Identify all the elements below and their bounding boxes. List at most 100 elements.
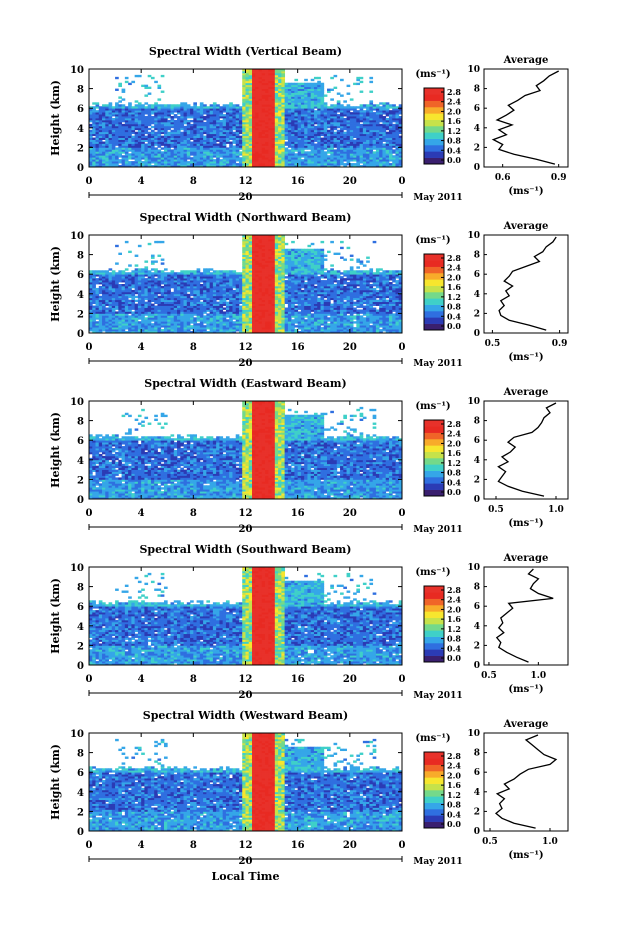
heatmap-cell — [225, 153, 230, 156]
heatmap-cell — [291, 88, 295, 91]
heatmap-cell — [89, 309, 93, 312]
heatmap-cell — [193, 270, 197, 273]
heatmap-cell — [271, 90, 276, 93]
heatmap-cell — [124, 80, 129, 84]
heatmap-cell — [252, 72, 256, 76]
heatmap-cell — [102, 112, 106, 115]
heatmap-cell — [186, 145, 191, 148]
heatmap-cell — [222, 151, 227, 154]
heatmap-cell — [320, 165, 325, 168]
heatmap-cell — [203, 127, 207, 131]
heatmap-cell — [190, 159, 194, 162]
heatmap-cell — [235, 153, 240, 156]
heatmap-cell — [291, 104, 295, 107]
heatmap-cell — [115, 287, 119, 291]
heatmap-cell — [366, 129, 370, 133]
heatmap-cell — [395, 163, 400, 166]
heatmap-cell — [203, 149, 207, 152]
heatmap-cell — [278, 141, 282, 144]
heatmap-cell — [111, 278, 116, 281]
heatmap-cell — [229, 331, 233, 334]
heatmap-cell — [196, 145, 201, 148]
heatmap-cell — [366, 106, 370, 109]
heatmap-cell — [382, 123, 387, 127]
heatmap-cell — [206, 323, 211, 326]
heatmap-cell — [160, 276, 165, 279]
heatmap-cell — [121, 301, 126, 304]
heatmap-cell — [160, 139, 165, 142]
heatmap-cell — [225, 325, 230, 328]
heatmap-cell — [284, 137, 289, 140]
heatmap-cell — [382, 125, 387, 129]
heatmap-cell — [160, 116, 165, 119]
heatmap-cell — [154, 307, 158, 310]
heatmap-cell — [398, 165, 403, 168]
heatmap-cell — [248, 98, 253, 101]
heatmap-cell — [89, 165, 93, 168]
heatmap-cell — [124, 289, 129, 293]
heatmap-cell — [206, 278, 211, 281]
heatmap-cell — [265, 78, 269, 82]
heatmap-cell — [203, 143, 207, 146]
heatmap-cell — [242, 161, 246, 164]
heatmap-cell — [398, 131, 403, 135]
heatmap-cell — [105, 325, 109, 328]
heatmap-cell — [388, 163, 393, 166]
heatmap-cell — [212, 163, 217, 166]
heatmap-cell — [108, 299, 113, 303]
heatmap-cell — [124, 161, 129, 164]
heatmap-cell — [167, 114, 171, 117]
heatmap-cell — [160, 129, 165, 133]
heatmap-cell — [346, 84, 351, 88]
heatmap-cell — [219, 114, 224, 117]
heatmap-cell — [154, 110, 158, 113]
heatmap-cell — [134, 280, 139, 283]
heatmap-cell — [395, 139, 400, 142]
heatmap-cell — [284, 88, 289, 91]
heatmap-cell — [92, 153, 96, 156]
heatmap-cell — [340, 139, 344, 142]
colorbar-segment — [424, 145, 444, 152]
heatmap-cell — [206, 141, 211, 144]
heatmap-cell — [108, 280, 113, 283]
heatmap-cell — [242, 139, 246, 142]
heatmap-cell — [160, 106, 165, 109]
heatmap-cell — [235, 159, 240, 162]
heatmap-cell — [346, 125, 351, 129]
heatmap-cell — [108, 313, 113, 316]
heatmap-cell — [173, 282, 178, 285]
heatmap-cell — [183, 125, 188, 129]
heatmap-cell — [147, 108, 152, 111]
heatmap-cell — [163, 118, 168, 121]
heatmap-cell — [222, 291, 227, 295]
heatmap-cell — [252, 145, 256, 148]
heatmap-cell — [287, 98, 292, 101]
heatmap-cell — [258, 112, 263, 115]
heatmap-cell — [235, 163, 240, 166]
heatmap-cell — [203, 284, 207, 287]
heatmap-cell — [131, 137, 136, 140]
heatmap-cell — [89, 118, 93, 121]
heatmap-cell — [216, 129, 220, 133]
heatmap-cell — [209, 151, 214, 154]
heatmap-cell — [248, 78, 253, 82]
heatmap-cell — [346, 157, 351, 160]
heatmap-cell — [388, 118, 393, 121]
heatmap-cell — [141, 147, 145, 150]
heatmap-cell — [229, 305, 233, 308]
heatmap-cell — [235, 313, 240, 316]
heatmap-cell — [154, 260, 158, 263]
heatmap-cell — [147, 155, 152, 158]
heatmap-cell — [238, 125, 243, 129]
colorbar-segment — [424, 138, 444, 146]
heatmap-cell — [173, 309, 178, 312]
heatmap-cell — [307, 106, 312, 109]
heatmap-cell — [369, 118, 374, 121]
heatmap-cell — [92, 289, 96, 293]
heatmap-cell — [170, 315, 175, 318]
heatmap-cell — [353, 127, 357, 131]
heatmap-cell — [203, 135, 207, 138]
heatmap-cell — [121, 155, 126, 158]
heatmap-cell — [89, 295, 93, 299]
heatmap-cell — [177, 289, 181, 293]
